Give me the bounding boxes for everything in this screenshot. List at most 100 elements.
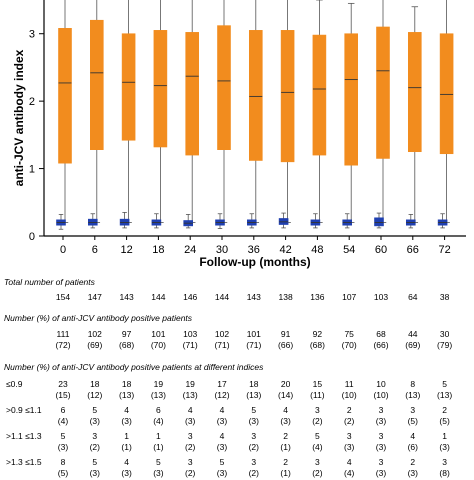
table-cell: (4) [343, 468, 355, 478]
table-cell: 4 [219, 431, 225, 441]
x-tick-label: 60 [375, 244, 387, 256]
table-cell: 97 [121, 329, 132, 339]
table-cell: 64 [408, 292, 418, 302]
table-cell: (11) [310, 390, 325, 400]
table-cell: (10) [373, 390, 389, 400]
table-cell: (12) [214, 390, 230, 400]
table-cell: 1 [124, 431, 129, 441]
table-cell: 3 [346, 431, 352, 441]
table-cell: 101 [151, 329, 166, 339]
table-cell: (3) [343, 442, 355, 452]
table-cell: (1) [280, 442, 291, 452]
index-count-row: >1.1 ≤1.3 5 3 1 1 3 4 3 2 5 3 3 4 1 [0, 431, 474, 443]
table-cell: 111 [56, 329, 70, 339]
table-cell: (15) [55, 390, 71, 400]
x-tick-label: 66 [407, 244, 419, 256]
table-cell: (2) [184, 468, 196, 478]
table-cell: (71) [214, 340, 230, 350]
box-iqr [185, 32, 199, 156]
section-label-total: Total number of patients [4, 277, 95, 287]
table-cell: (3) [439, 442, 450, 452]
table-cell: 107 [342, 292, 357, 302]
table-cell: (12) [87, 390, 103, 400]
table-cell: 143 [246, 292, 261, 302]
box-iqr [439, 33, 454, 155]
table-cell: (1) [121, 442, 132, 452]
box-iqr [121, 33, 136, 141]
row-label: >1.3 ≤1.5 [6, 457, 42, 467]
table-cell: (3) [89, 468, 100, 478]
index-count-row: ≤0.9 23 18 18 19 19 17 18 20 15 11 10 8 5 [0, 379, 474, 391]
table-cell: 19 [153, 379, 164, 389]
table-cell: 91 [280, 329, 291, 339]
table-cell: 4 [187, 405, 193, 415]
table-cell: 92 [312, 329, 323, 339]
table-cell: 5 [251, 405, 257, 415]
box-iqr [58, 28, 72, 164]
table-cell: 3 [251, 457, 257, 467]
table-cell: 6 [156, 405, 161, 415]
table-cell: 18 [249, 379, 259, 389]
table-cell: (3) [57, 442, 69, 452]
table-cell: 4 [410, 431, 416, 441]
table-cell: 136 [310, 292, 325, 302]
table-cell: 5 [92, 457, 98, 467]
x-axis-title: Follow-up (months) [199, 255, 310, 269]
box-iqr [376, 26, 390, 159]
table-cell: (8) [439, 468, 450, 478]
index-percent-row: (5) (3) (3) (3) (2) (3) (2) (1) (2) (4) (3) (3) (8) [0, 468, 474, 480]
table-cell: 44 [408, 329, 418, 339]
table-cell: 146 [183, 292, 198, 302]
y-tick-label: 0 [29, 231, 35, 243]
positive-percent-row: (72) (69) (68) (70) (71) (71) (71) (66) (68) (70)… [0, 340, 474, 352]
table-cell: 102 [214, 329, 230, 339]
table-cell: (66) [278, 340, 294, 350]
box-iqr [407, 32, 422, 153]
table-cell: 38 [439, 292, 450, 302]
table-cell: 5 [315, 431, 320, 441]
index-count-row: >0.9 ≤1.1 6 5 4 6 4 4 5 4 3 2 3 3 2 [0, 405, 474, 417]
x-tick-label: 42 [279, 244, 291, 256]
x-tick-label: 36 [248, 244, 260, 256]
table-cell: (13) [405, 390, 421, 400]
table-cell: (3) [121, 416, 132, 426]
table-cell: 3 [187, 457, 193, 467]
table-cell: (1) [153, 442, 164, 452]
table-cell: 4 [283, 405, 288, 415]
table-cell: 8 [410, 379, 416, 389]
table-cell: 17 [217, 379, 227, 389]
table-cell: (3) [375, 416, 387, 426]
table-cell: 5 [156, 457, 161, 467]
table-cell: 30 [439, 329, 450, 339]
table-cell: 3 [442, 457, 447, 467]
table-cell: 2 [442, 405, 447, 415]
row-label: >1.1 ≤1.3 [6, 431, 42, 441]
table-cell: 18 [90, 379, 100, 389]
table-cell: (2) [312, 468, 323, 478]
section-label-positive: Number (%) of anti-JCV antibody positive… [4, 313, 193, 323]
x-tick-label: 48 [311, 244, 323, 256]
x-tick-label: 18 [152, 244, 164, 256]
table-cell: 8 [60, 457, 66, 467]
table-cell: 10 [376, 379, 386, 389]
box-iqr [90, 19, 104, 150]
table-cell: (4) [312, 442, 323, 452]
table-cell: 3 [410, 405, 416, 415]
table-cell: (4) [153, 416, 164, 426]
box-iqr [344, 33, 359, 166]
x-tick-label: 0 [60, 244, 66, 256]
section-label-indices: Number (%) of anti-JCV antibody positive… [4, 362, 264, 372]
table-cell: 2 [283, 431, 288, 441]
table-cell: (5) [57, 468, 69, 478]
table-cell: 20 [280, 379, 291, 389]
table-cell: 4 [219, 405, 225, 415]
table-cell: (5) [439, 416, 450, 426]
table-cell: 3 [378, 457, 384, 467]
table-cell: 144 [214, 292, 230, 302]
total-row: 154 147 143 144 146 144 143 138 136 107 103 64 38 [0, 292, 474, 304]
table-cell: 3 [378, 431, 384, 441]
y-tick-label: 3 [29, 29, 35, 41]
box-iqr [153, 30, 168, 148]
table-cell: (13) [182, 390, 198, 400]
